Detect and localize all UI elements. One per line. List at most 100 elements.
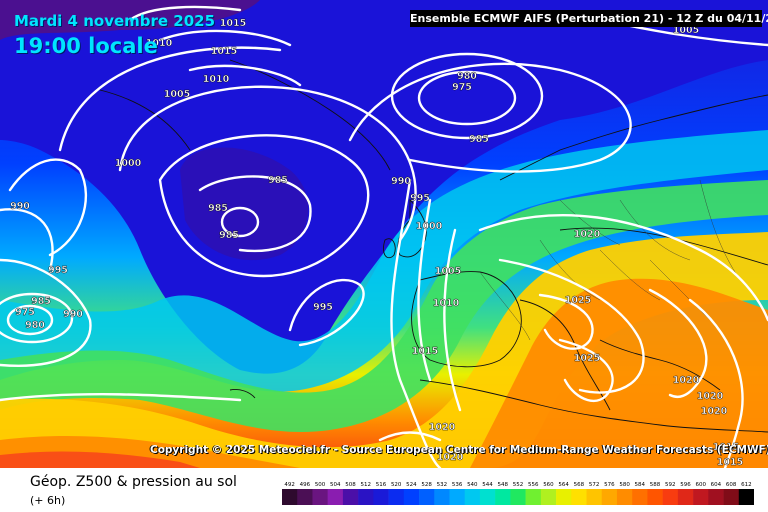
isobar-label: 1015	[713, 442, 739, 453]
isobar-label: 1015	[717, 457, 743, 468]
isobar-label: 975	[452, 82, 472, 93]
scale-swatch	[342, 489, 359, 505]
scale-swatch	[556, 489, 572, 505]
z500-core-low	[180, 147, 309, 261]
scale-swatch	[312, 489, 328, 505]
scale-swatch	[540, 489, 557, 505]
isobar-label: 1025	[565, 295, 591, 306]
scale-swatch	[479, 489, 496, 505]
isobar-label: 1020	[697, 391, 724, 402]
forecast-date: Mardi 4 novembre 2025	[14, 12, 216, 30]
isobar-label: 1020	[437, 452, 464, 463]
isobar-label: 980	[25, 320, 45, 331]
isobar-label: 985	[268, 175, 288, 186]
scale-tick-label: 492	[284, 482, 295, 488]
scale-swatch	[434, 489, 450, 505]
scale-tick-label: 584	[635, 482, 646, 488]
scale-swatch	[419, 489, 435, 505]
isobar-label: 975	[15, 307, 35, 318]
scale-swatch	[464, 489, 481, 505]
isobar-label: 1000	[416, 221, 443, 232]
borders	[479, 179, 741, 341]
scale-tick-label: 532	[437, 482, 448, 488]
scale-tick-label: 500	[315, 482, 326, 488]
forecast-local-time: 19:00 locale	[14, 34, 158, 58]
isobar-label: 995	[410, 193, 430, 204]
z500-deep-low-north	[0, 0, 768, 374]
scale-swatch	[403, 489, 420, 505]
scale-swatch	[601, 489, 618, 505]
scale-swatch	[525, 489, 542, 505]
scale-tick-label: 576	[604, 482, 615, 488]
scale-tick-label: 496	[300, 482, 311, 488]
scale-tick-label: 524	[406, 482, 417, 488]
z500-mid-band	[0, 130, 768, 392]
isobar-label: 990	[10, 201, 30, 212]
isobar-label: 995	[48, 265, 68, 276]
isobar-label: 1015	[412, 346, 438, 357]
scale-swatch	[388, 489, 405, 505]
isobar-label: 1020	[429, 422, 456, 433]
scale-tick-label: 592	[665, 482, 676, 488]
scale-swatch	[677, 489, 694, 505]
isobar-label: 990	[63, 309, 83, 320]
isobar-label: 985	[469, 134, 489, 145]
isobar-label: 985	[219, 230, 239, 241]
isobar-label: 995	[313, 302, 333, 313]
scale-tick-label: 612	[741, 482, 752, 488]
scale-tick-label: 580	[619, 482, 630, 488]
scale-swatch	[373, 489, 389, 505]
scale-tick-label: 560	[543, 482, 554, 488]
scale-tick-label: 568	[574, 482, 585, 488]
scale-swatch	[282, 489, 298, 505]
scale-tick-label: 572	[589, 482, 600, 488]
scale-swatch	[662, 489, 679, 505]
isobar-label: 1005	[164, 89, 190, 100]
model-run-label: Ensemble ECMWF AIFS (Perturbation 21) - …	[410, 10, 768, 27]
isobar-label: 1015	[220, 18, 246, 29]
isobar-label: 1015	[211, 46, 237, 57]
scale-tick-label: 536	[452, 482, 463, 488]
scale-tick-label: 540	[467, 482, 478, 488]
z500-green-band	[0, 180, 768, 433]
scale-swatch	[495, 489, 511, 505]
isobars	[0, 5, 768, 468]
scale-tick-label: 564	[558, 482, 569, 488]
isobar-label: 1000	[115, 158, 142, 169]
scale-tick-label: 544	[482, 482, 493, 488]
isobar-label: 1010	[146, 38, 173, 49]
scale-tick-label: 588	[650, 482, 661, 488]
scale-swatch	[708, 489, 724, 505]
scale-swatch	[586, 489, 603, 505]
legend-title: Géop. Z500 & pression au sol	[30, 474, 237, 490]
color-scale: 492 496 500 504 508 512 516 520 524 528 532 536 540 5…	[282, 482, 754, 505]
scale-tick-label: 548	[498, 482, 509, 488]
scale-tick-label: 516	[376, 482, 387, 488]
isobar-label: 985	[208, 203, 228, 214]
isobar-label: 1025	[574, 353, 600, 364]
scale-swatch	[297, 489, 313, 505]
z500-red-south	[0, 451, 200, 468]
scale-tick-label: 604	[711, 482, 722, 488]
scale-swatch	[616, 489, 633, 505]
scale-tick-label: 504	[330, 482, 341, 488]
scale-tick-label: 596	[680, 482, 691, 488]
isobar-label: 1010	[203, 74, 230, 85]
scale-swatch	[693, 489, 709, 505]
scale-tick-label: 520	[391, 482, 402, 488]
isobar-label: 1010	[433, 298, 460, 309]
isobar-label: 1020	[673, 375, 700, 386]
scale-tick-label: 600	[695, 482, 706, 488]
scale-swatch	[738, 489, 754, 505]
isobar-label: 990	[391, 176, 411, 187]
isobar-label: 985	[31, 296, 51, 307]
scale-swatch	[571, 489, 587, 505]
isobar-label: 1020	[574, 229, 601, 240]
scale-tick-label: 552	[513, 482, 524, 488]
legend-subtitle: (+ 6h)	[30, 494, 66, 507]
isobar-label: 980	[457, 71, 477, 82]
scale-tick-label: 608	[726, 482, 737, 488]
isobar-label: 1020	[701, 406, 728, 417]
scale-swatch	[510, 489, 526, 505]
